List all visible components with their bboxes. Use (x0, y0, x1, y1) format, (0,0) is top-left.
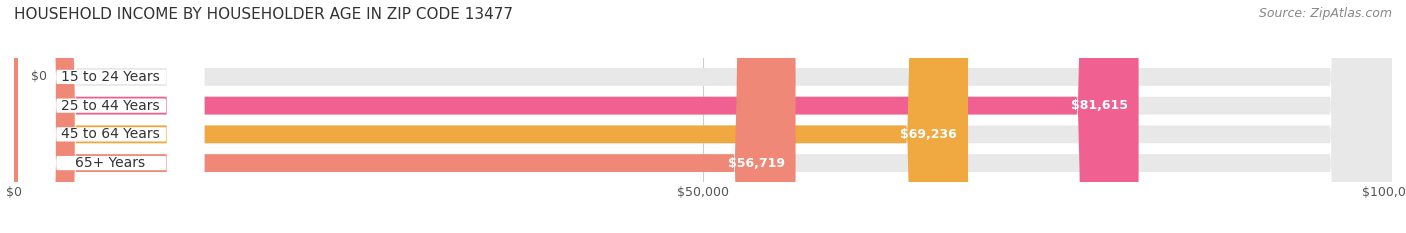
FancyBboxPatch shape (18, 0, 204, 233)
FancyBboxPatch shape (14, 0, 1392, 233)
FancyBboxPatch shape (14, 0, 1139, 233)
FancyBboxPatch shape (14, 0, 969, 233)
Text: $69,236: $69,236 (900, 128, 957, 141)
Text: HOUSEHOLD INCOME BY HOUSEHOLDER AGE IN ZIP CODE 13477: HOUSEHOLD INCOME BY HOUSEHOLDER AGE IN Z… (14, 7, 513, 22)
FancyBboxPatch shape (18, 0, 204, 233)
FancyBboxPatch shape (14, 0, 796, 233)
Text: $81,615: $81,615 (1070, 99, 1128, 112)
FancyBboxPatch shape (18, 0, 204, 233)
FancyBboxPatch shape (14, 0, 1392, 233)
Text: 25 to 44 Years: 25 to 44 Years (62, 99, 160, 113)
Text: 65+ Years: 65+ Years (76, 156, 146, 170)
FancyBboxPatch shape (18, 0, 204, 233)
Text: 45 to 64 Years: 45 to 64 Years (60, 127, 160, 141)
Text: $0: $0 (31, 70, 46, 83)
Text: $56,719: $56,719 (727, 157, 785, 170)
FancyBboxPatch shape (14, 0, 1392, 233)
Text: 15 to 24 Years: 15 to 24 Years (60, 70, 160, 84)
FancyBboxPatch shape (14, 0, 1392, 233)
Text: Source: ZipAtlas.com: Source: ZipAtlas.com (1258, 7, 1392, 20)
